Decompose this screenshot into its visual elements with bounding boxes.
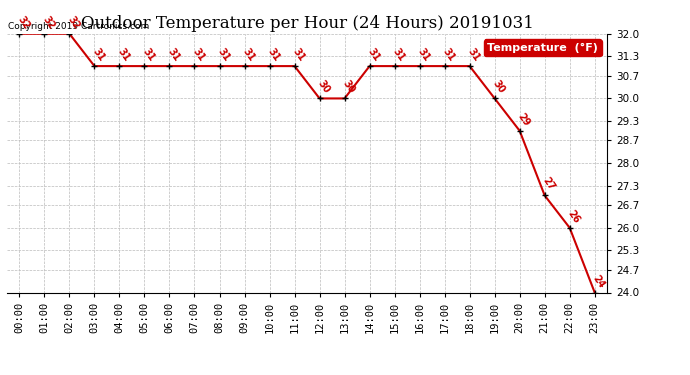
Legend: Temperature  (°F): Temperature (°F) [484, 39, 602, 56]
Text: 30: 30 [340, 79, 356, 96]
Text: 31: 31 [140, 46, 156, 63]
Text: 31: 31 [115, 46, 131, 63]
Text: 31: 31 [440, 46, 456, 63]
Text: 32: 32 [15, 14, 31, 31]
Text: 31: 31 [215, 46, 231, 63]
Title: Outdoor Temperature per Hour (24 Hours) 20191031: Outdoor Temperature per Hour (24 Hours) … [81, 15, 533, 32]
Text: 26: 26 [566, 208, 582, 225]
Text: 27: 27 [540, 176, 556, 193]
Text: 31: 31 [90, 46, 106, 63]
Text: 31: 31 [190, 46, 206, 63]
Text: 29: 29 [515, 111, 531, 128]
Text: 24: 24 [591, 273, 607, 290]
Text: 31: 31 [466, 46, 482, 63]
Text: 30: 30 [315, 79, 331, 96]
Text: 31: 31 [290, 46, 306, 63]
Text: 31: 31 [266, 46, 282, 63]
Text: 30: 30 [491, 79, 506, 96]
Text: 31: 31 [415, 46, 431, 63]
Text: Copyright 2019 Cartronics.com: Copyright 2019 Cartronics.com [8, 22, 149, 31]
Text: 31: 31 [366, 46, 382, 63]
Text: 31: 31 [240, 46, 256, 63]
Text: 32: 32 [40, 14, 56, 31]
Text: 31: 31 [166, 46, 181, 63]
Text: 31: 31 [391, 46, 406, 63]
Text: 32: 32 [66, 14, 81, 31]
